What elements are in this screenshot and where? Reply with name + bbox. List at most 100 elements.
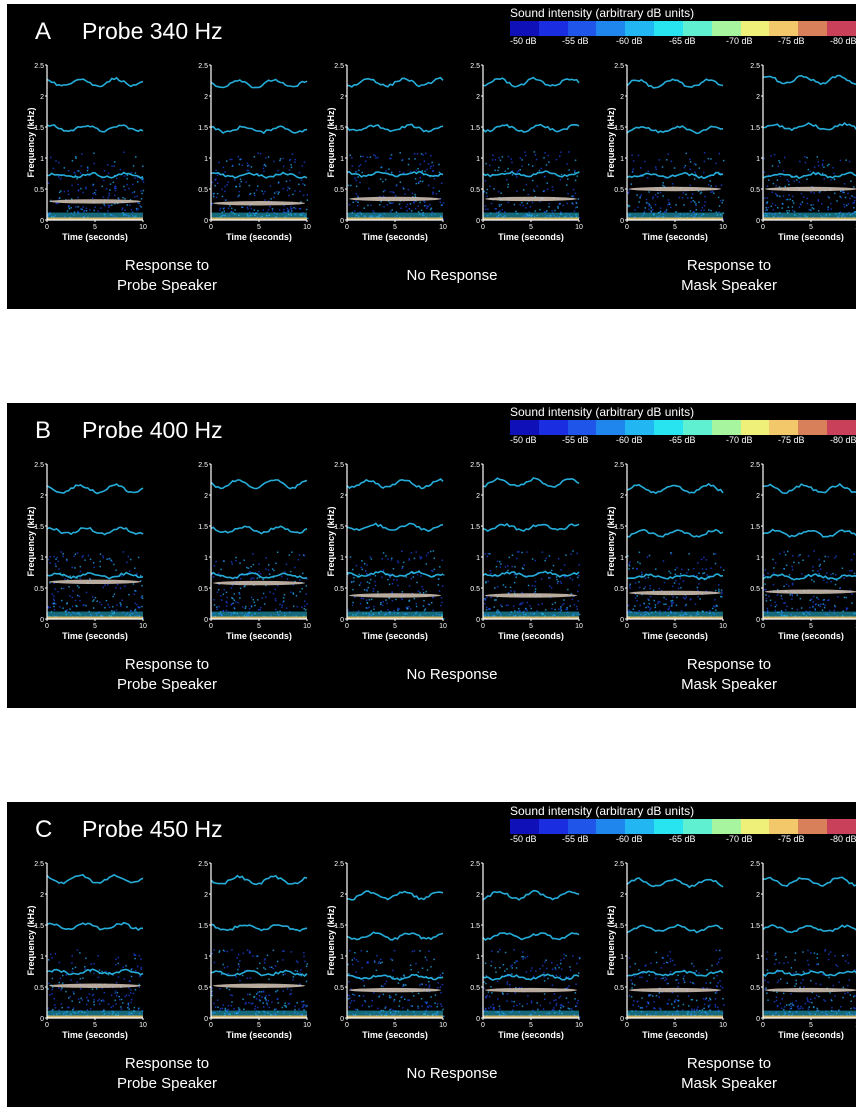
- noise-pixel: [767, 197, 769, 199]
- noise-pixel: [119, 999, 121, 1001]
- noise-pixel: [354, 210, 356, 212]
- noise-pixel: [288, 211, 290, 213]
- noise-pixel: [773, 209, 775, 211]
- panel-title: Probe 340 Hz: [82, 18, 223, 45]
- noise-pixel: [523, 189, 525, 191]
- panel-letter: A: [35, 18, 51, 46]
- colorbar-tick-label: -80 dB: [830, 36, 856, 46]
- noise-pixel: [516, 967, 518, 969]
- noise-pixel: [525, 155, 527, 157]
- noise-pixel: [231, 561, 233, 563]
- noise-pixel: [277, 961, 279, 963]
- noise-pixel: [392, 959, 394, 961]
- noise-pixel: [135, 156, 137, 158]
- noise-pixel: [78, 998, 80, 1000]
- noise-pixel: [787, 199, 789, 201]
- noise-pixel: [647, 203, 649, 205]
- noise-pixel: [490, 1006, 492, 1008]
- noise-pixel: [636, 595, 638, 597]
- noise-pixel: [231, 597, 233, 599]
- noise-pixel: [703, 557, 705, 559]
- noise-pixel: [534, 151, 536, 153]
- noise-pixel: [433, 165, 435, 167]
- noise-pixel: [432, 170, 434, 172]
- noise-pixel: [55, 953, 57, 955]
- noise-pixel: [567, 193, 569, 195]
- noise-pixel: [717, 1006, 719, 1008]
- noise-pixel: [238, 156, 240, 158]
- noise-pixel: [123, 551, 125, 553]
- noise-pixel: [801, 573, 803, 575]
- noise-pixel: [788, 585, 790, 587]
- noise-pixel: [136, 208, 138, 210]
- noise-pixel: [384, 983, 386, 985]
- noise-pixel: [77, 949, 79, 951]
- noise-pixel: [830, 208, 832, 210]
- noise-pixel: [432, 571, 434, 573]
- y-tick-label: 2.5: [614, 63, 624, 70]
- colorbar-tick-label: -60 dB: [616, 36, 643, 46]
- noise-pixel: [61, 1007, 63, 1009]
- y-tick-label: 0.5: [198, 586, 208, 593]
- noise-pixel: [397, 560, 399, 562]
- noise-pixel: [271, 967, 273, 969]
- noise-pixel: [710, 210, 712, 212]
- noise-pixel: [131, 976, 133, 978]
- noise-pixel: [414, 558, 416, 560]
- noise-pixel: [394, 999, 396, 1001]
- noise-pixel: [542, 603, 544, 605]
- noise-pixel: [510, 966, 512, 968]
- noise-pixel: [720, 985, 722, 987]
- noise-pixel: [283, 205, 285, 207]
- noise-pixel: [665, 211, 667, 213]
- noise-pixel: [792, 196, 794, 198]
- colorbar-tick-label: -75 dB: [778, 435, 805, 445]
- noise-pixel: [117, 992, 119, 994]
- noise-pixel: [376, 970, 378, 972]
- noise-pixel: [415, 551, 417, 553]
- noise-pixel: [61, 1003, 63, 1005]
- noise-pixel: [367, 607, 369, 609]
- noise-pixel: [825, 556, 827, 558]
- noise-pixel: [275, 609, 277, 611]
- noise-pixel: [239, 594, 241, 596]
- noise-pixel: [566, 184, 568, 186]
- noise-pixel: [788, 181, 790, 183]
- noise-pixel: [637, 206, 639, 208]
- y-tick-label: 1: [40, 156, 44, 163]
- noise-pixel: [505, 566, 507, 568]
- y-tick-label: 0.5: [198, 187, 208, 194]
- noise-pixel: [511, 566, 513, 568]
- noise-pixel: [536, 610, 538, 612]
- colorbar-swatch: [769, 21, 798, 36]
- noise-pixel: [786, 606, 788, 608]
- noise-pixel: [712, 608, 714, 610]
- noise-pixel: [708, 158, 710, 160]
- noise-pixel: [639, 563, 641, 565]
- noise-pixel: [704, 1004, 706, 1006]
- noise-pixel: [662, 166, 664, 168]
- noise-pixel: [299, 172, 301, 174]
- noise-pixel: [416, 582, 418, 584]
- y-tick-label: 2: [204, 94, 208, 101]
- noise-pixel: [639, 587, 641, 589]
- noise-pixel: [62, 982, 64, 984]
- noise-pixel: [134, 1007, 136, 1009]
- noise-pixel: [216, 606, 218, 608]
- panel-title: Probe 400 Hz: [82, 417, 223, 444]
- noise-pixel: [264, 962, 266, 964]
- noise-pixel: [272, 968, 274, 970]
- noise-pixel: [47, 988, 49, 990]
- noise-pixel: [813, 192, 815, 194]
- noise-pixel: [261, 597, 263, 599]
- noise-pixel: [277, 990, 279, 992]
- colorbar-swatch: [683, 819, 712, 834]
- noise-pixel: [561, 174, 563, 176]
- noise-pixel: [289, 1003, 291, 1005]
- noise-pixel: [631, 987, 633, 989]
- noise-pixel: [71, 1000, 73, 1002]
